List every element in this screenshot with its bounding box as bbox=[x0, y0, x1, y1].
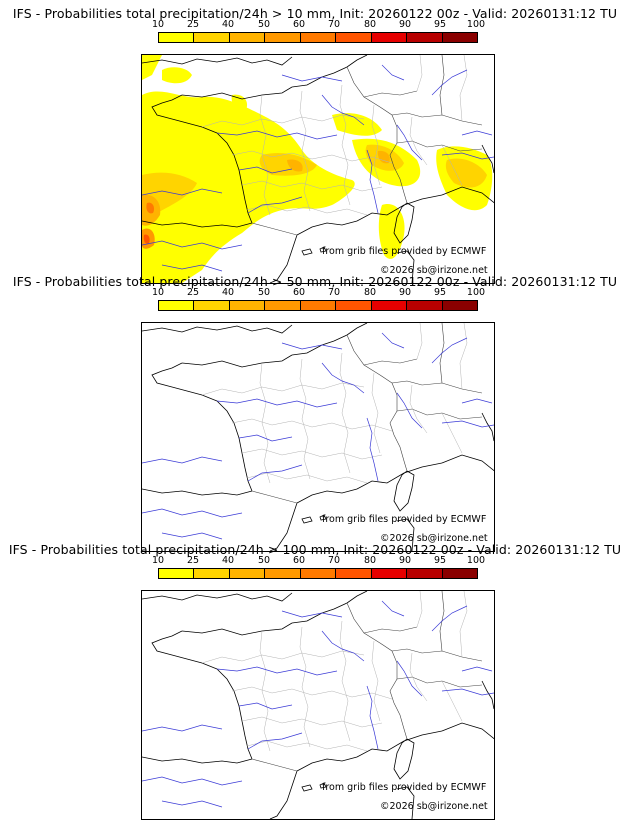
tick-label: 90 bbox=[398, 555, 412, 566]
tick-label: 25 bbox=[186, 287, 200, 298]
colorbar-segment bbox=[194, 301, 230, 310]
colorbar-segment bbox=[442, 301, 477, 310]
colorbar-segment bbox=[300, 301, 337, 310]
tick-label: 40 bbox=[221, 555, 235, 566]
source-credit: from grib files provided by ECMWF bbox=[322, 782, 487, 793]
colorbar-segment bbox=[442, 33, 477, 42]
tick-label: 95 bbox=[433, 19, 447, 30]
colorbar bbox=[158, 32, 478, 43]
colorbar bbox=[158, 300, 478, 311]
tick-label: 70 bbox=[327, 555, 341, 566]
copyright-credit: ©2026 sb@irizone.net bbox=[380, 801, 488, 812]
map-panel-10mm: IFS - Probabilities total precipitation/… bbox=[0, 6, 630, 284]
colorbar-segment bbox=[407, 301, 443, 310]
colorbar-segment bbox=[229, 301, 266, 310]
tick-label: 10 bbox=[151, 287, 165, 298]
tick-label: 25 bbox=[186, 555, 200, 566]
colorbar-segment bbox=[159, 301, 195, 310]
tick-label: 95 bbox=[433, 287, 447, 298]
tick-label: 80 bbox=[363, 19, 377, 30]
tick-label: 60 bbox=[292, 555, 306, 566]
tick-label: 50 bbox=[257, 555, 271, 566]
colorbar-segment bbox=[229, 569, 266, 578]
tick-label: 40 bbox=[221, 287, 235, 298]
colorbar-segment bbox=[159, 569, 195, 578]
colorbar-segment bbox=[371, 33, 408, 42]
colorbar-segment bbox=[371, 301, 408, 310]
probability-map bbox=[141, 590, 495, 820]
colorbar-segment bbox=[194, 33, 230, 42]
tick-label: 40 bbox=[221, 19, 235, 30]
colorbar-ticks: 10 25 40 50 60 70 80 90 95 100 bbox=[152, 19, 485, 31]
map-panel-50mm: IFS - Probabilities total precipitation/… bbox=[0, 274, 630, 552]
colorbar-segment bbox=[265, 569, 301, 578]
colorbar-segment bbox=[159, 33, 195, 42]
copyright-credit: ©2026 sb@irizone.net bbox=[380, 533, 488, 544]
colorbar-segment bbox=[442, 569, 477, 578]
tick-label: 70 bbox=[327, 287, 341, 298]
colorbar-ticks: 10 25 40 50 60 70 80 90 95 100 bbox=[152, 287, 485, 299]
colorbar-segment bbox=[336, 569, 372, 578]
tick-label: 95 bbox=[433, 555, 447, 566]
tick-label: 50 bbox=[257, 19, 271, 30]
tick-label: 70 bbox=[327, 19, 341, 30]
colorbar-ticks: 10 25 40 50 60 70 80 90 95 100 bbox=[152, 555, 485, 567]
colorbar-segment bbox=[336, 33, 372, 42]
colorbar-segment bbox=[194, 569, 230, 578]
tick-label: 80 bbox=[363, 555, 377, 566]
panel-title: IFS - Probabilities total precipitation/… bbox=[8, 542, 622, 557]
precip-field bbox=[142, 55, 493, 283]
tick-label: 25 bbox=[186, 19, 200, 30]
tick-label: 60 bbox=[292, 19, 306, 30]
colorbar-segment bbox=[407, 569, 443, 578]
panel-title: IFS - Probabilities total precipitation/… bbox=[12, 274, 618, 289]
panel-title: IFS - Probabilities total precipitation/… bbox=[12, 6, 618, 21]
probability-map bbox=[141, 322, 495, 552]
source-credit: from grib files provided by ECMWF bbox=[322, 514, 487, 525]
probability-map bbox=[141, 54, 495, 284]
colorbar-segment bbox=[265, 301, 301, 310]
colorbar-segment bbox=[265, 33, 301, 42]
tick-label: 10 bbox=[151, 19, 165, 30]
tick-label: 100 bbox=[466, 19, 486, 30]
copyright-credit: ©2026 sb@irizone.net bbox=[380, 265, 488, 276]
tick-label: 50 bbox=[257, 287, 271, 298]
tick-label: 90 bbox=[398, 287, 412, 298]
tick-label: 90 bbox=[398, 19, 412, 30]
colorbar-segment bbox=[300, 569, 337, 578]
colorbar-segment bbox=[229, 33, 266, 42]
tick-label: 10 bbox=[151, 555, 165, 566]
colorbar bbox=[158, 568, 478, 579]
map-canvas bbox=[142, 55, 494, 283]
colorbar-segment bbox=[407, 33, 443, 42]
tick-label: 60 bbox=[292, 287, 306, 298]
tick-label: 100 bbox=[466, 287, 486, 298]
colorbar-segment bbox=[300, 33, 337, 42]
source-credit: from grib files provided by ECMWF bbox=[322, 246, 487, 257]
colorbar-segment bbox=[371, 569, 408, 578]
tick-label: 80 bbox=[363, 287, 377, 298]
tick-label: 100 bbox=[466, 555, 486, 566]
colorbar-segment bbox=[336, 301, 372, 310]
map-panel-100mm: IFS - Probabilities total precipitation/… bbox=[0, 542, 630, 820]
